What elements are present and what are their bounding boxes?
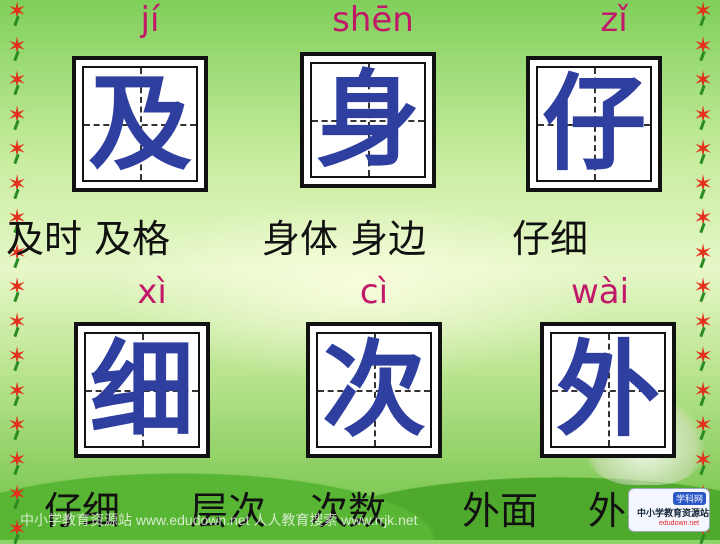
maple-leaf-icon: ✶ — [692, 100, 714, 129]
maple-leaf-icon: ✶ — [6, 169, 28, 198]
character-zi: 仔 — [541, 63, 646, 185]
character-xi: 细 — [89, 329, 194, 451]
maple-leaf-icon: ✶ — [692, 307, 714, 336]
word-cengci: 层次 — [190, 489, 267, 533]
word-zixi: 仔细 — [44, 489, 121, 533]
maple-leaf-icon: ✶ — [6, 238, 28, 267]
maple-leaf-icon: ✶ — [692, 238, 714, 267]
maple-leaf-icon: ✶ — [692, 0, 714, 25]
character-card-ji: 及 — [72, 56, 208, 192]
maple-leaf-icon: ✶ — [692, 411, 714, 440]
character-wai: 外 — [555, 329, 660, 451]
maple-leaf-icon: ✶ — [6, 273, 28, 302]
character-card-ci: 次 — [306, 322, 442, 458]
maple-leaf-icon: ✶ — [692, 273, 714, 302]
words-shen: 身体 身边 — [262, 217, 427, 261]
maple-leaf-icon: ✶ — [6, 514, 28, 543]
footer-watermark: 中小学教育资源站 www.edudown.net 人人教育搜索 www.rrjk… — [20, 512, 418, 528]
maple-leaf-icon: ✶ — [692, 342, 714, 371]
maple-leaf-icon: ✶ — [692, 66, 714, 95]
character-card-wai: 外 — [540, 322, 676, 458]
word-cishu: 次数 — [310, 489, 387, 533]
maple-leaf-icon: ✶ — [6, 307, 28, 336]
logo-badge: 学科网 — [673, 492, 707, 505]
maple-leaf-icon: ✶ — [692, 204, 714, 233]
maple-leaf-icon: ✶ — [6, 480, 28, 509]
character-card-zi: 仔 — [526, 56, 662, 192]
character-card-shen: 身 — [300, 52, 436, 188]
maple-leaf-icon: ✶ — [6, 342, 28, 371]
word-waimian: 外面 — [462, 489, 539, 533]
maple-leaf-icon: ✶ — [6, 135, 28, 164]
maple-leaf-icon: ✶ — [692, 445, 714, 474]
character-shen: 身 — [315, 59, 420, 181]
maple-leaf-icon: ✶ — [6, 0, 28, 25]
pinyin-zi: zǐ — [600, 0, 628, 40]
character-ji: 及 — [87, 63, 192, 185]
maple-leaf-icon: ✶ — [6, 204, 28, 233]
pinyin-ci: cì — [359, 272, 389, 312]
left-leaf-border: ✶ ✶ ✶ ✶ ✶ ✶ ✶ ✶ ✶ ✶ ✶ ✶ ✶ ✶ ✶ ✶ — [0, 0, 34, 543]
pinyin-xi: xì — [137, 272, 167, 312]
maple-leaf-icon: ✶ — [6, 66, 28, 95]
logo-title: 中小学教育资源站 — [637, 509, 710, 519]
character-card-xi: 细 — [74, 322, 210, 458]
site-logo[interactable]: 学科网 中小学教育资源站 edudown.net — [628, 488, 710, 532]
pinyin-wai: wài — [570, 272, 630, 312]
maple-leaf-icon: ✶ — [692, 135, 714, 164]
right-leaf-border: ✶ ✶ ✶ ✶ ✶ ✶ ✶ ✶ ✶ ✶ ✶ ✶ ✶ ✶ ✶ ✶ — [686, 0, 720, 541]
logo-url: edudown.net — [659, 520, 700, 527]
maple-leaf-icon: ✶ — [6, 31, 28, 60]
character-ci: 次 — [321, 329, 426, 451]
maple-leaf-icon: ✶ — [6, 376, 28, 405]
pinyin-ji: jí — [140, 0, 160, 40]
words-ji: 及时 及格 — [6, 217, 171, 261]
maple-leaf-icon: ✶ — [6, 411, 28, 440]
maple-leaf-icon: ✶ — [692, 169, 714, 198]
maple-leaf-icon: ✶ — [6, 445, 28, 474]
maple-leaf-icon: ✶ — [6, 100, 28, 129]
maple-leaf-icon: ✶ — [692, 31, 714, 60]
words-zi: 仔细 — [512, 217, 589, 261]
maple-leaf-icon: ✶ — [692, 376, 714, 405]
pinyin-shen: shēn — [332, 0, 414, 40]
